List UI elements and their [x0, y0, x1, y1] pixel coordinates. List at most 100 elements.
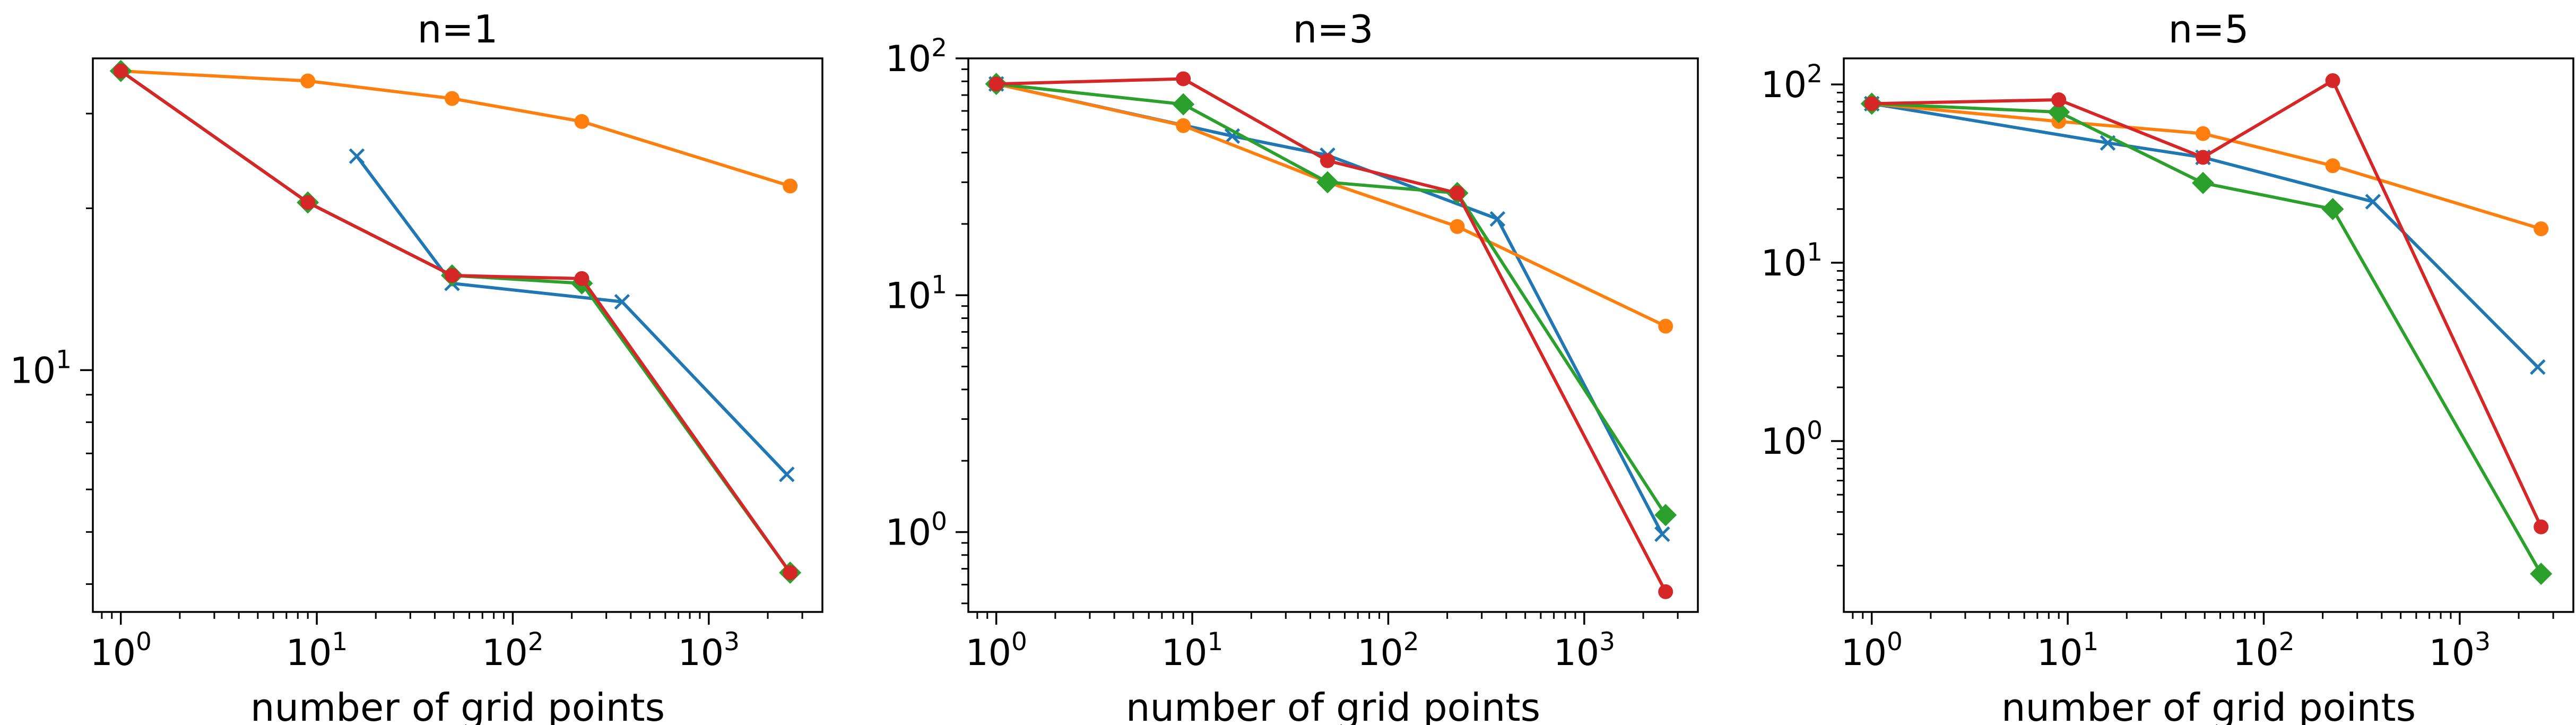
data-point-circle-marker	[2534, 519, 2549, 534]
data-point-circle-marker	[2325, 158, 2340, 174]
tick-base: 10	[886, 275, 932, 317]
data-point-circle-marker	[113, 63, 128, 79]
series-line	[355, 154, 788, 476]
tick-base: 10	[2429, 632, 2475, 674]
data-point-x-marker	[349, 148, 365, 164]
tick-base: 10	[2233, 632, 2279, 674]
tick-base: 10	[1161, 632, 1208, 674]
tick-exponent: 0	[931, 507, 947, 537]
data-point-diamond-marker	[2530, 563, 2553, 585]
data-point-circle-marker	[1450, 185, 1465, 201]
data-point-circle-marker	[1864, 96, 1879, 111]
data-point-x-marker	[1489, 211, 1506, 227]
data-point-x-marker	[2365, 194, 2381, 210]
data-point-diamond-marker	[2192, 171, 2215, 194]
x-axis-label: number of grid points	[1126, 685, 1540, 725]
x-axis-label: number of grid points	[2001, 685, 2416, 725]
x-tick-label: 103	[1554, 627, 1615, 674]
data-point-circle-marker	[1176, 71, 1191, 87]
chart-title: n=1	[418, 7, 498, 51]
tick-exponent: 2	[1403, 627, 1419, 657]
tick-base: 10	[1357, 632, 1403, 674]
series-line	[1870, 102, 2543, 576]
tick-exponent: 3	[2475, 627, 2491, 657]
tick-exponent: 2	[1807, 59, 1823, 89]
series-line	[994, 82, 1668, 328]
x-tick-label: 103	[2429, 627, 2491, 674]
series-line	[994, 82, 1664, 536]
data-point-circle-marker	[1176, 118, 1191, 133]
data-point-circle-marker	[2534, 221, 2549, 237]
x-tick-label: 101	[2037, 627, 2098, 674]
tick-base: 10	[1761, 243, 1807, 284]
tick-base: 10	[482, 632, 528, 674]
data-point-circle-marker	[2325, 73, 2340, 88]
tick-exponent: 3	[724, 627, 740, 657]
data-point-circle-marker	[988, 76, 1004, 92]
chart-title: n=5	[2169, 7, 2249, 51]
series-line	[119, 69, 792, 574]
tick-exponent: 1	[2083, 627, 2098, 657]
data-point-circle-marker	[1658, 584, 1673, 599]
plot-frame	[1843, 57, 2574, 613]
data-point-circle-marker	[2196, 150, 2211, 165]
plot-frame	[967, 57, 1699, 613]
tick-base: 10	[678, 632, 724, 674]
tick-base: 10	[886, 38, 932, 80]
series-line	[1870, 79, 2543, 529]
plot-frame	[92, 57, 823, 613]
data-point-circle-marker	[574, 114, 589, 129]
x-tick-label: 102	[1357, 627, 1419, 674]
data-point-circle-marker	[783, 178, 798, 194]
data-point-circle-marker	[783, 565, 798, 581]
data-point-circle-marker	[2051, 92, 2067, 108]
x-tick-label: 102	[2233, 627, 2294, 674]
x-tick-label: 102	[482, 627, 543, 674]
y-tick-label: 101	[10, 345, 72, 392]
tick-exponent: 0	[1807, 416, 1823, 445]
data-point-x-marker	[614, 294, 630, 310]
x-axis-label: number of grid points	[250, 685, 665, 725]
tick-exponent: 2	[2279, 627, 2295, 657]
data-point-diamond-marker	[1172, 93, 1195, 116]
tick-exponent: 1	[1207, 627, 1223, 657]
data-point-diamond-marker	[1654, 504, 1677, 527]
series-line	[119, 69, 792, 188]
y-tick-label: 100	[886, 507, 947, 554]
tick-exponent: 0	[136, 627, 152, 657]
data-point-circle-marker	[1320, 153, 1335, 168]
y-tick-label: 102	[886, 33, 947, 80]
series-line	[994, 82, 1668, 517]
tick-base: 10	[286, 632, 332, 674]
tick-exponent: 0	[1887, 627, 1903, 657]
data-point-circle-marker	[300, 73, 316, 89]
tick-base: 10	[965, 632, 1011, 674]
data-point-x-marker	[779, 466, 795, 482]
tick-exponent: 0	[1011, 627, 1027, 657]
x-tick-label: 101	[286, 627, 348, 674]
x-tick-label: 100	[965, 627, 1027, 674]
tick-exponent: 2	[528, 627, 544, 657]
tick-base: 10	[886, 512, 932, 554]
tick-base: 10	[1554, 632, 1600, 674]
data-point-circle-marker	[445, 91, 460, 106]
tick-exponent: 1	[1807, 238, 1823, 267]
data-point-diamond-marker	[2048, 101, 2070, 124]
x-tick-label: 100	[90, 627, 151, 674]
data-point-circle-marker	[574, 271, 589, 286]
series-line	[1870, 102, 2539, 369]
series-line	[1870, 102, 2543, 231]
x-tick-label: 103	[678, 627, 740, 674]
tick-exponent: 1	[332, 627, 348, 657]
tick-base: 10	[10, 350, 56, 392]
data-point-diamond-marker	[1316, 171, 1339, 194]
tick-base: 10	[1761, 421, 1807, 463]
data-point-circle-marker	[445, 267, 460, 283]
x-tick-label: 100	[1841, 627, 1902, 674]
y-tick-label: 101	[1761, 238, 1823, 284]
tick-base: 10	[2037, 632, 2083, 674]
